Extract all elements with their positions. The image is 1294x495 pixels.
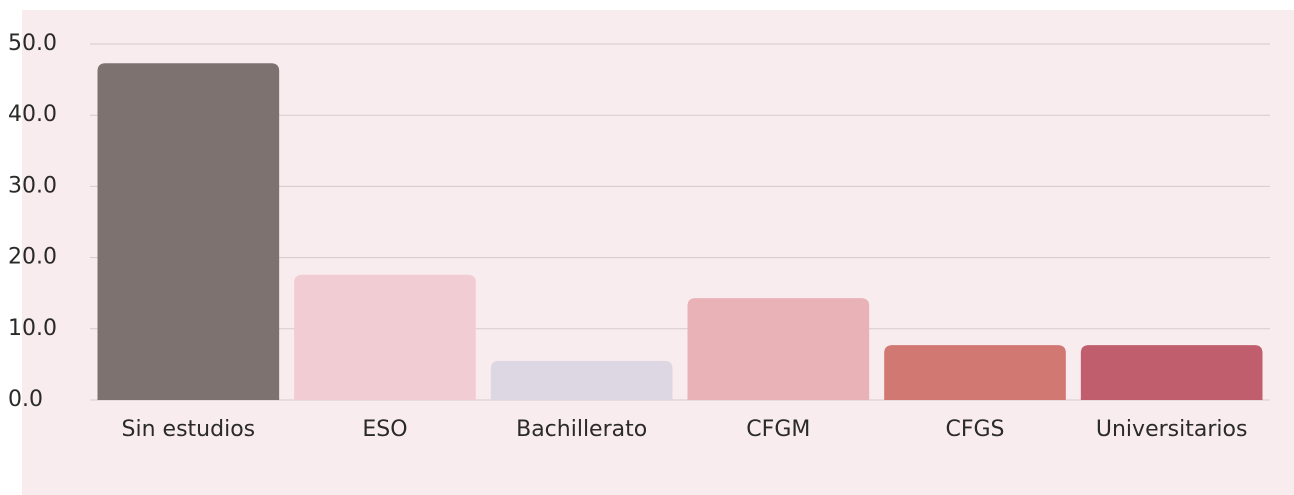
bar [1080,345,1263,400]
y-tick-label: 30.0 [8,173,57,198]
bar [884,345,1066,400]
x-tick-label: Universitarios [1096,417,1248,442]
x-tick-label: Sin estudios [122,417,256,442]
x-tick-label: CFGM [746,417,810,442]
x-tick-label: Bachillerato [516,417,647,442]
x-tick-label: ESO [362,417,407,442]
y-tick-label: 50.0 [8,31,57,56]
y-tick-label: 0.0 [8,387,43,412]
bar [687,298,870,400]
bar [294,274,476,400]
x-tick-label: CFGS [945,417,1004,442]
y-tick-label: 40.0 [8,102,57,127]
y-tick-label: 10.0 [8,316,57,341]
bar [97,63,280,400]
bar [490,360,673,400]
y-tick-label: 20.0 [8,245,57,270]
